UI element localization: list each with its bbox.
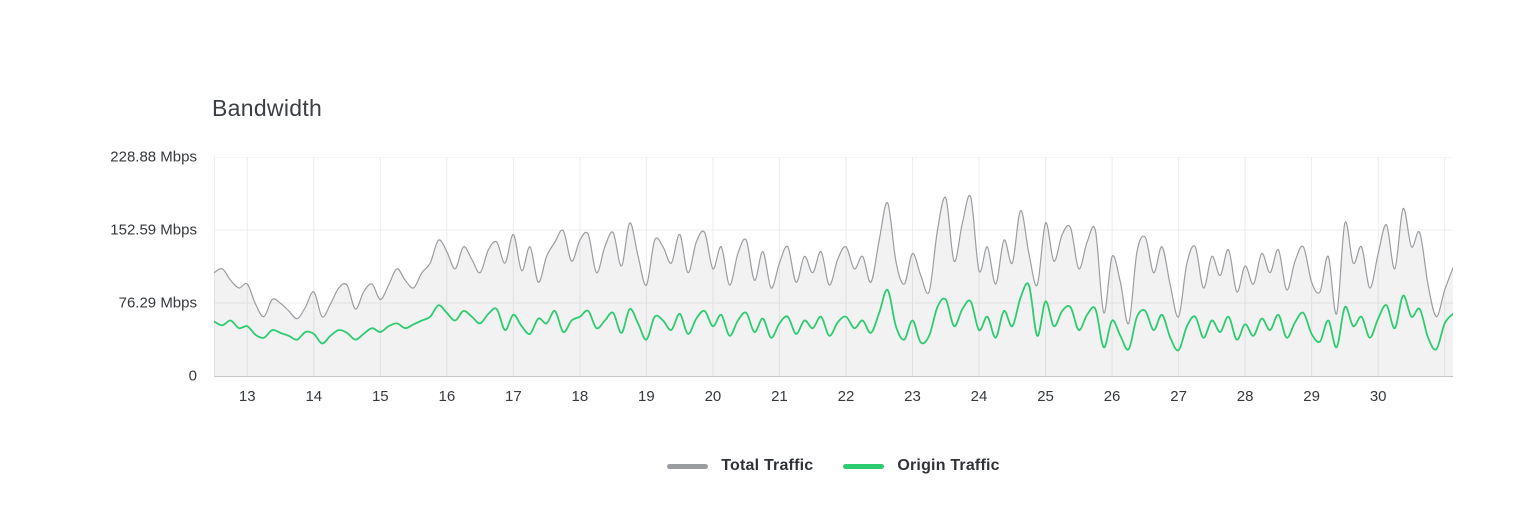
- y-tick-label: 228.88 Mbps: [110, 148, 197, 166]
- x-tick-label: 19: [638, 388, 655, 405]
- x-tick-label: 24: [970, 388, 988, 405]
- x-tick-label: 30: [1369, 388, 1387, 405]
- x-tick-label: 13: [238, 388, 256, 405]
- x-tick-label: 16: [438, 388, 456, 405]
- total-traffic-line: [214, 194, 1453, 325]
- origin-traffic-line: [214, 282, 1453, 352]
- chart-legend: Total Traffic Origin Traffic: [214, 455, 1453, 477]
- total-traffic-swatch-icon: [667, 463, 709, 469]
- total-traffic-area: [214, 195, 1453, 376]
- legend-item-origin-traffic[interactable]: Origin Traffic: [843, 457, 1000, 475]
- y-tick-label: 0: [188, 367, 197, 385]
- chart-title: Bandwidth: [212, 95, 323, 121]
- bandwidth-chart: [214, 157, 1453, 376]
- y-tick-label: 152.59 Mbps: [110, 221, 197, 239]
- y-tick-label: 76.29 Mbps: [118, 294, 197, 312]
- gridlines: [214, 157, 1453, 376]
- legend-label: Total Traffic: [721, 457, 814, 474]
- x-tick-label: 15: [371, 388, 389, 405]
- x-tick-label: 27: [1170, 388, 1187, 405]
- x-tick-label: 28: [1236, 388, 1254, 405]
- x-tick-label: 23: [904, 388, 921, 405]
- x-tick-label: 14: [305, 388, 323, 405]
- legend-label: Origin Traffic: [897, 457, 1000, 474]
- x-tick-label: 29: [1303, 388, 1320, 405]
- plot-area: [214, 157, 1453, 377]
- x-tick-label: 22: [837, 388, 855, 405]
- x-tick-label: 26: [1103, 388, 1121, 405]
- x-tick-label: 18: [571, 388, 589, 405]
- x-tick-label: 21: [771, 388, 788, 405]
- x-tick-label: 20: [704, 388, 722, 405]
- origin-traffic-swatch-icon: [843, 463, 885, 469]
- x-tick-label: 17: [505, 388, 522, 405]
- x-tick-label: 25: [1037, 388, 1054, 405]
- legend-item-total-traffic[interactable]: Total Traffic: [667, 457, 813, 475]
